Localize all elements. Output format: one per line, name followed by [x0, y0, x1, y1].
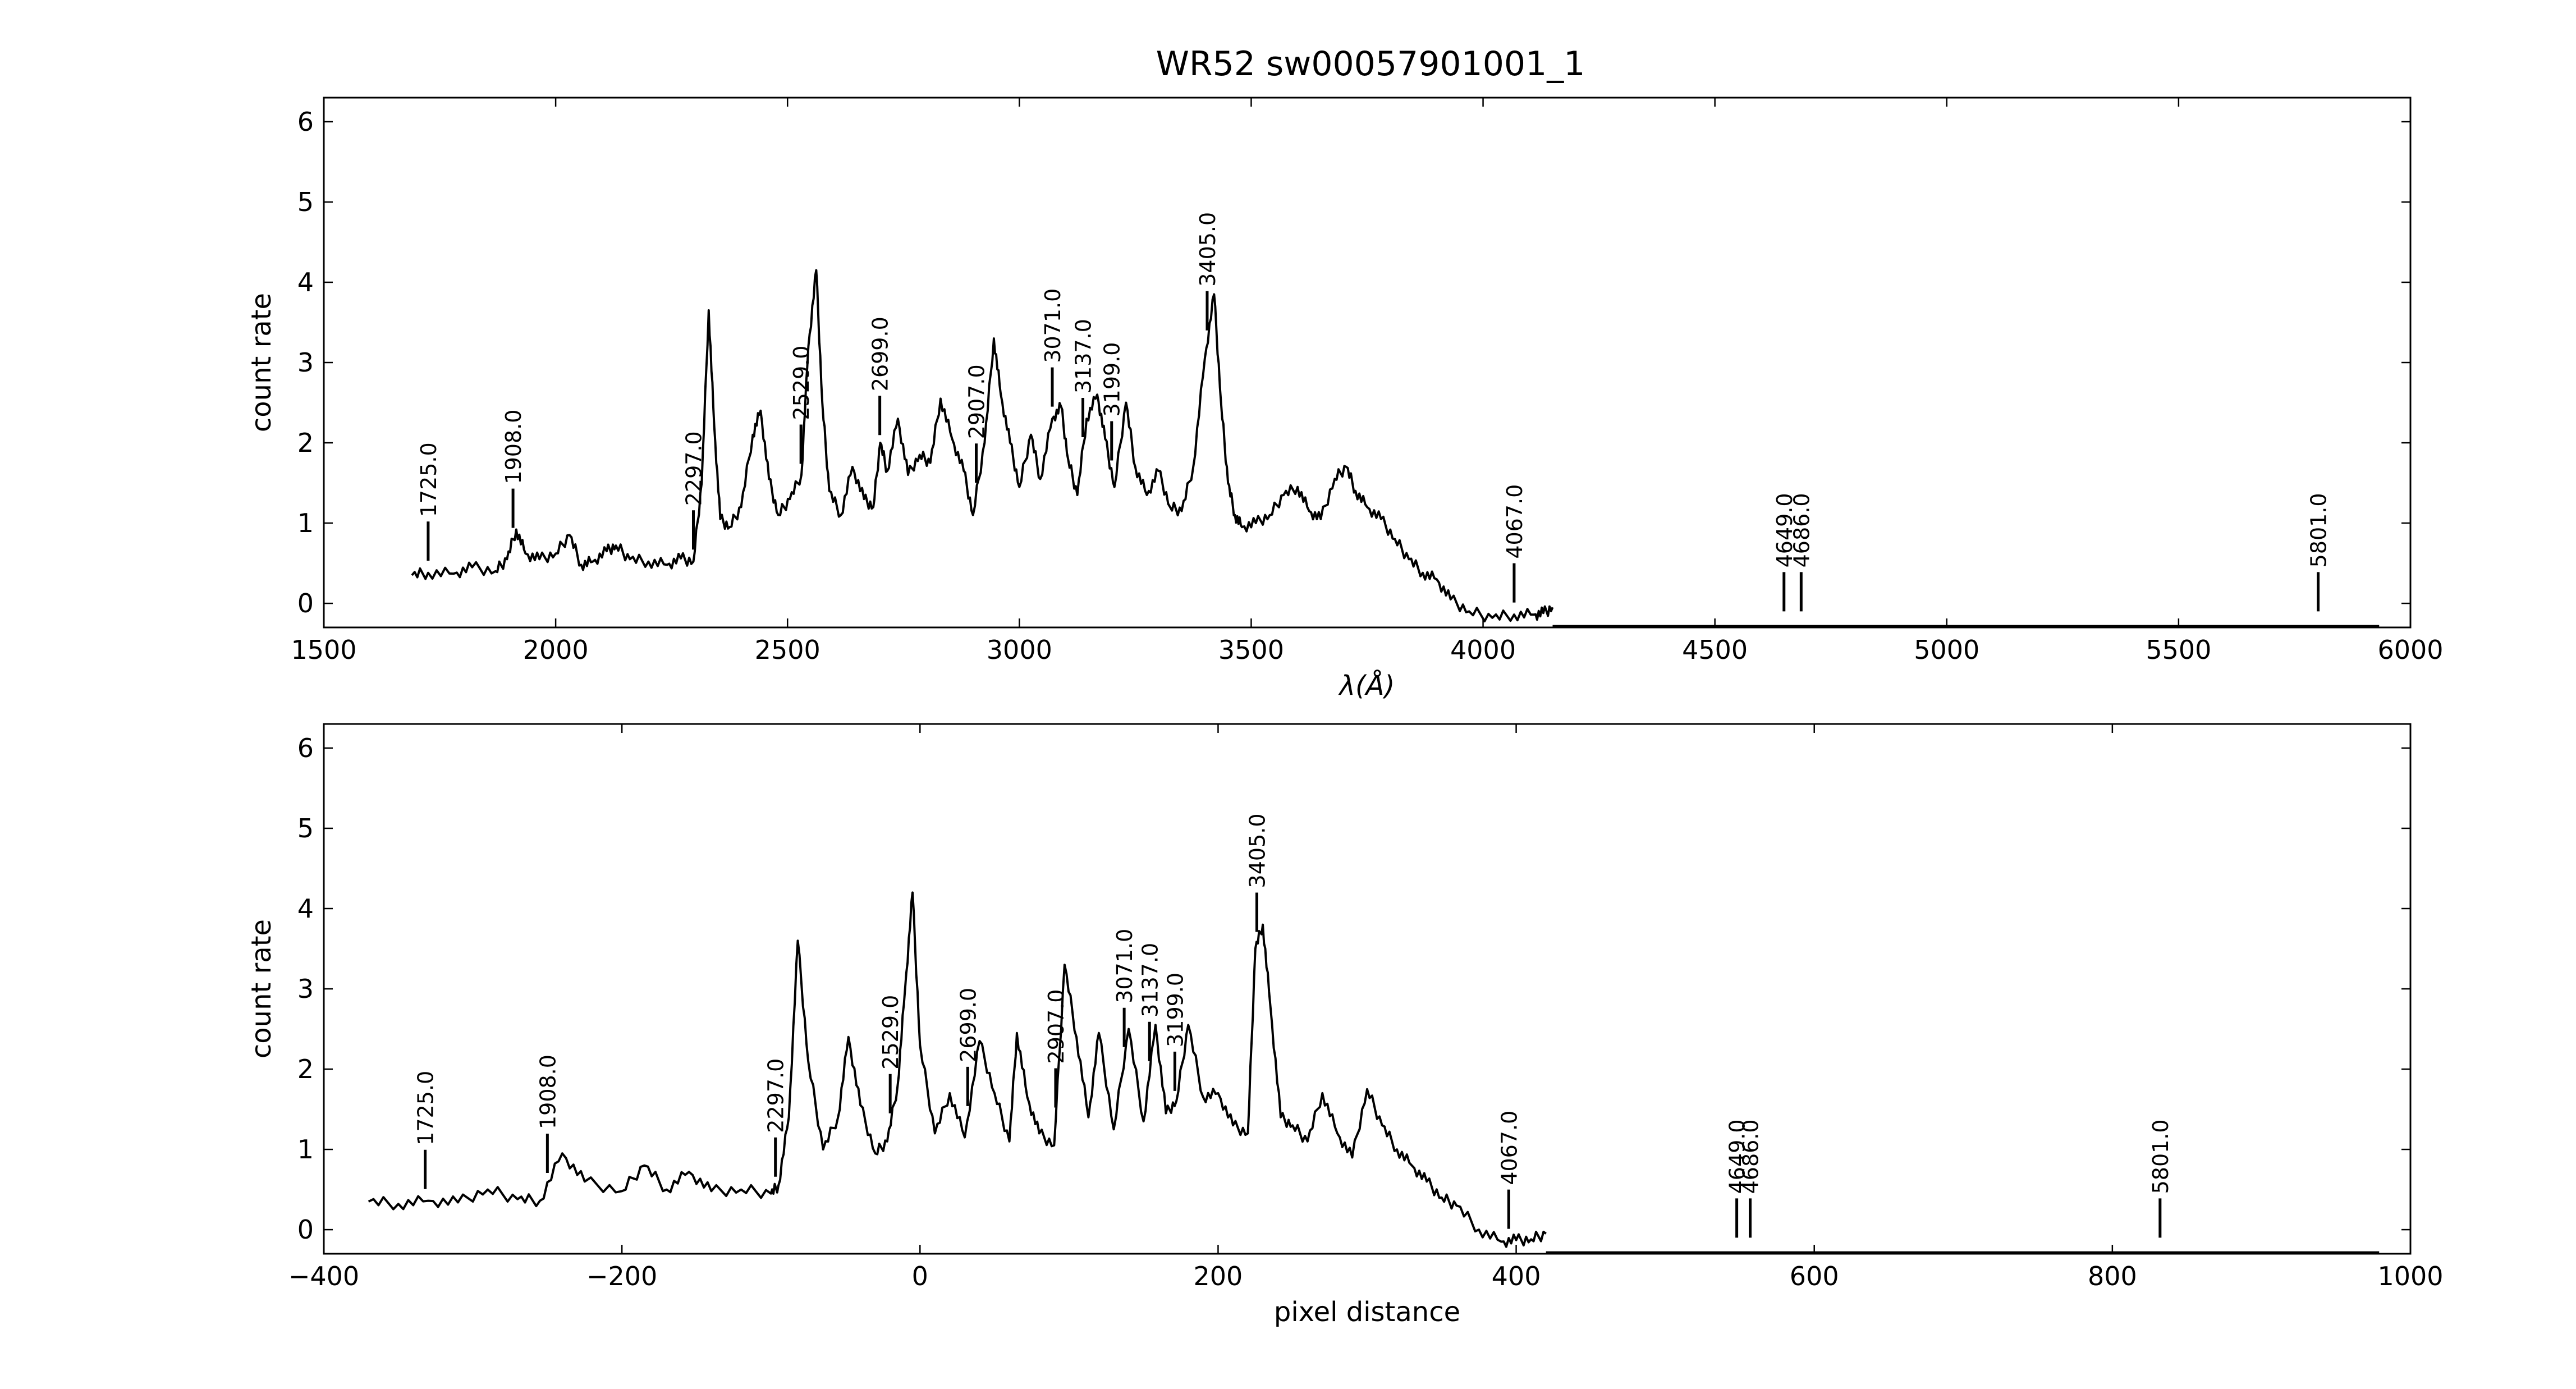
- x-tick-label: 6000: [2377, 635, 2443, 665]
- y-tick-label: 0: [297, 588, 314, 618]
- y-tick-label: 4: [297, 267, 314, 297]
- y-tick-label: 6: [297, 733, 314, 763]
- x-tick-label: 4500: [1682, 635, 1748, 665]
- spectrum-line: [368, 891, 1547, 1248]
- line-marker-label: 2297.0: [764, 1058, 789, 1133]
- x-tick-label: −400: [288, 1261, 359, 1291]
- y-tick-label: 3: [297, 347, 314, 378]
- line-marker-label: 2907.0: [964, 364, 989, 439]
- wavelength-spectrum-panel: 1500 2000 2500 3000 3500 4000 4500 5000 5500 6000…: [246, 97, 2444, 702]
- line-marker-label: 1908.0: [501, 410, 526, 484]
- y-tick-label: 3: [297, 974, 314, 1004]
- line-marker-label: 4686.0: [1789, 493, 1814, 567]
- x-tick-label: 5500: [2146, 635, 2211, 665]
- y-tick-label: 5: [297, 813, 314, 844]
- x-tick-label: 0: [912, 1261, 928, 1291]
- line-marker-label: 2699.0: [868, 317, 893, 391]
- line-marker-label: 2297.0: [681, 431, 706, 506]
- x-tick-label: 2500: [755, 635, 821, 665]
- y-tick-label: 5: [297, 187, 314, 217]
- x-tick-label: 400: [1492, 1261, 1541, 1291]
- x-tick-label: 1000: [2377, 1261, 2443, 1291]
- spectrum-line: [411, 269, 1554, 622]
- line-marker-label: 3137.0: [1138, 943, 1162, 1017]
- line-marker-label: 4649.0: [1725, 1119, 1750, 1194]
- line-marker-label: 4649.0: [1772, 493, 1797, 567]
- line-marker-label: 3405.0: [1245, 813, 1269, 888]
- y-tick-label: 2: [297, 428, 314, 458]
- line-marker-label: 3137.0: [1071, 319, 1096, 393]
- line-marker-label: 3071.0: [1041, 288, 1065, 363]
- x-tick-label: 800: [2088, 1261, 2137, 1291]
- y-tick-label: 1: [297, 1134, 314, 1165]
- line-marker-label: 4067.0: [1497, 1111, 1521, 1185]
- y-tick-label: 0: [297, 1214, 314, 1245]
- line-marker-label: 5801.0: [2307, 493, 2331, 567]
- line-marker-label: 2529.0: [789, 346, 814, 420]
- line-marker-label: 3199.0: [1100, 342, 1125, 417]
- line-marker-label: 2907.0: [1044, 989, 1069, 1064]
- line-marker-label: 3199.0: [1163, 973, 1188, 1047]
- y-tick-label: 1: [297, 508, 314, 538]
- line-marker-label: 5801.0: [2148, 1119, 2173, 1194]
- line-marker-label: 4686.0: [1739, 1119, 1763, 1194]
- y-axis-label: count rate: [246, 293, 277, 432]
- x-tick-label: 3000: [987, 635, 1052, 665]
- line-marker-label: 2529.0: [878, 995, 903, 1070]
- y-tick-label: 2: [297, 1054, 314, 1084]
- figure-title: WR52 sw00057901001_1: [1156, 44, 1585, 84]
- pixel-distance-spectrum-panel: −400 −200 0 200 400 600 800 1000 0 1 2 3 4 5 6 pixel di…: [246, 723, 2444, 1328]
- line-marker-label: 1908.0: [535, 1055, 560, 1129]
- x-tick-label: 200: [1194, 1261, 1243, 1291]
- y-tick-label: 4: [297, 893, 314, 924]
- x-tick-label: 5000: [1914, 635, 1979, 665]
- line-marker-label: 4067.0: [1502, 484, 1527, 559]
- x-tick-label: 1500: [291, 635, 356, 665]
- x-tick-label: 3500: [1218, 635, 1284, 665]
- y-tick-label: 6: [297, 107, 314, 137]
- line-marker-label: 2699.0: [956, 988, 980, 1062]
- x-tick-label: 2000: [523, 635, 589, 665]
- x-tick-label: 600: [1790, 1261, 1839, 1291]
- x-tick-label: 4000: [1450, 635, 1516, 665]
- line-marker-label: 1725.0: [414, 1071, 438, 1145]
- x-axis-label: λ(Å): [1338, 670, 1395, 702]
- line-marker-label: 3071.0: [1112, 929, 1137, 1003]
- x-tick-label: −200: [586, 1261, 657, 1291]
- line-marker-label: 3405.0: [1195, 212, 1220, 287]
- y-axis-label: count rate: [246, 919, 277, 1058]
- x-axis-label: pixel distance: [1274, 1296, 1460, 1328]
- line-marker-label: 1725.0: [416, 442, 441, 517]
